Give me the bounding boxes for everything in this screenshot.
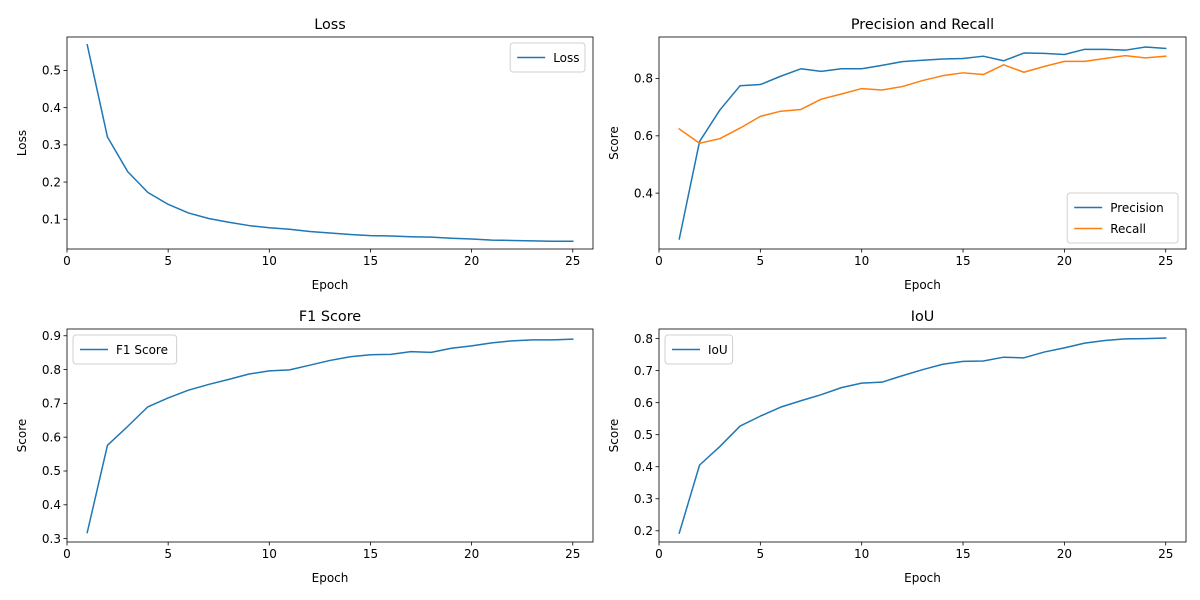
x-tick-label: 25 — [565, 547, 580, 561]
legend-label: F1 Score — [116, 343, 168, 357]
y-tick-label: 0.6 — [634, 396, 653, 410]
series-line-1 — [86, 43, 574, 242]
legend-label: Loss — [553, 51, 579, 65]
x-axis-label: Epoch — [904, 278, 941, 292]
x-tick-label: 0 — [655, 254, 663, 268]
axes-frame — [658, 328, 1187, 543]
legend-box — [1066, 192, 1179, 244]
y-tick-label: 0.4 — [634, 186, 653, 200]
x-tick-label: 10 — [262, 547, 277, 561]
series-line-1 — [678, 337, 1167, 534]
chart-title: F1 Score — [299, 309, 361, 325]
x-tick-label: 25 — [1158, 254, 1173, 268]
y-tick-label: 0.7 — [42, 397, 61, 411]
chart-panel-3: 0 5 10 15 20 25 0.3 0.4 0.5 0.6 0.7 0.8 0.9 F1 Score E… — [15, 309, 594, 585]
y-tick-label: 0.3 — [42, 138, 61, 152]
y-axis-label: Score — [607, 126, 621, 160]
y-tick-label: 0.8 — [634, 72, 653, 86]
y-tick-label: 0.6 — [42, 430, 61, 444]
y-tick-label: 0.7 — [634, 364, 653, 378]
axes-frame — [658, 36, 1187, 250]
series-line-1 — [86, 338, 574, 534]
x-tick-label: 25 — [565, 254, 580, 268]
y-tick-label: 0.5 — [634, 428, 653, 442]
x-tick-label: 15 — [955, 254, 970, 268]
y-tick-label: 0.8 — [634, 332, 653, 346]
y-tick-label: 0.6 — [634, 129, 653, 143]
legend-box — [509, 42, 586, 73]
x-axis-label: Epoch — [312, 278, 349, 292]
legend-label: IoU — [708, 343, 728, 357]
y-tick-label: 0.2 — [42, 175, 61, 189]
chart-panel-1: 0 5 10 15 20 25 0.1 0.2 0.3 0.4 0.5 Loss Epoch Loss Lo… — [15, 17, 594, 292]
legend: F1 Score — [72, 334, 178, 365]
y-tick-label: 0.2 — [634, 524, 653, 538]
y-tick-label: 0.4 — [42, 101, 61, 115]
x-tick-label: 10 — [854, 254, 869, 268]
series-line-2 — [678, 54, 1167, 145]
x-axis-label: Epoch — [904, 571, 941, 585]
legend-label: Precision — [1110, 201, 1164, 215]
x-tick-label: 5 — [164, 547, 172, 561]
y-tick-label: 0.3 — [42, 532, 61, 546]
x-tick-label: 25 — [1158, 547, 1173, 561]
chart-title: Precision and Recall — [851, 17, 994, 33]
x-tick-label: 15 — [955, 547, 970, 561]
y-tick-label: 0.8 — [42, 363, 61, 377]
chart-title: IoU — [911, 309, 935, 325]
chart-panel-4: 0 5 10 15 20 25 0.2 0.3 0.4 0.5 0.6 0.7 0.8 IoU Epoch S… — [607, 309, 1187, 585]
x-tick-label: 20 — [464, 547, 479, 561]
x-tick-label: 10 — [262, 254, 277, 268]
x-tick-label: 0 — [63, 254, 71, 268]
y-tick-label: 0.5 — [42, 64, 61, 78]
legend: Loss — [509, 42, 586, 73]
legend-box — [72, 334, 178, 365]
x-tick-label: 0 — [655, 547, 663, 561]
x-tick-label: 20 — [1057, 547, 1072, 561]
x-tick-label: 5 — [757, 254, 765, 268]
y-tick-label: 0.3 — [634, 492, 653, 506]
y-axis-label: Loss — [15, 130, 29, 156]
x-tick-label: 10 — [854, 547, 869, 561]
x-tick-label: 15 — [363, 547, 378, 561]
legend-label: Recall — [1110, 222, 1146, 236]
axes-frame — [66, 328, 594, 543]
y-tick-label: 0.4 — [42, 498, 61, 512]
chart-panel-2: 0 5 10 15 20 25 0.4 0.6 0.8 Precision and Recall E… — [607, 17, 1187, 292]
x-tick-label: 20 — [464, 254, 479, 268]
x-tick-label: 15 — [363, 254, 378, 268]
axes-frame — [66, 36, 594, 250]
x-tick-label: 5 — [757, 547, 765, 561]
y-tick-label: 0.9 — [42, 329, 61, 343]
y-axis-label: Score — [607, 419, 621, 453]
legend: Precision Recall — [1066, 192, 1179, 244]
x-tick-label: 0 — [63, 547, 71, 561]
y-tick-label: 0.4 — [634, 460, 653, 474]
chart-title: Loss — [314, 17, 346, 33]
series-line-1 — [678, 46, 1167, 240]
x-axis-label: Epoch — [312, 571, 349, 585]
y-axis-label: Score — [15, 419, 29, 453]
y-tick-label: 0.5 — [42, 464, 61, 478]
y-tick-label: 0.1 — [42, 212, 61, 226]
x-tick-label: 20 — [1057, 254, 1072, 268]
x-tick-label: 5 — [164, 254, 172, 268]
legend: IoU — [664, 334, 734, 365]
